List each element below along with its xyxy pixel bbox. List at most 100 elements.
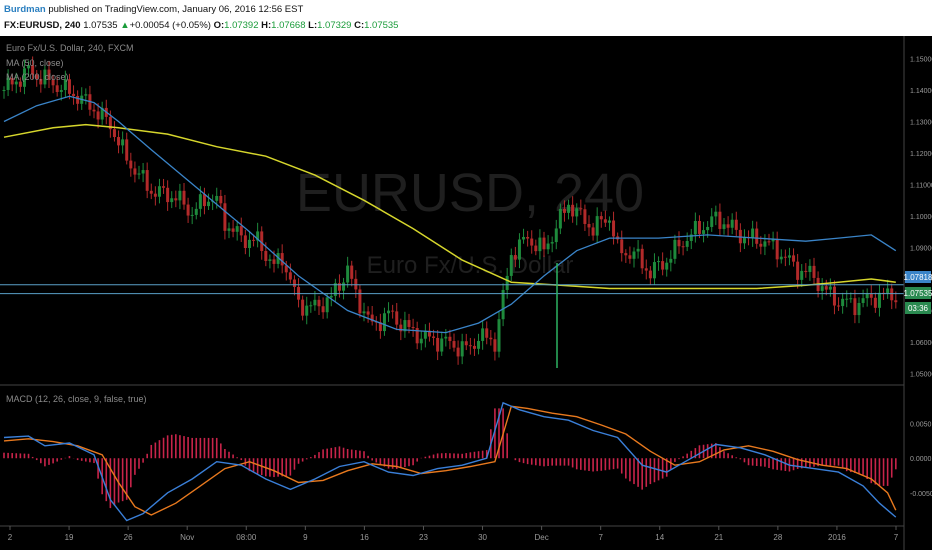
candle-body <box>59 90 63 92</box>
candle-body <box>268 259 272 261</box>
candle-body <box>76 95 80 104</box>
candle-body <box>636 248 640 252</box>
candle-body <box>362 311 366 314</box>
candle-body <box>305 305 309 316</box>
candle-body <box>55 85 59 92</box>
candle-body <box>395 311 399 325</box>
candle-body <box>767 241 771 243</box>
time-tick-label: 2016 <box>828 533 846 542</box>
candle-body <box>92 109 96 112</box>
candle-body <box>162 186 166 188</box>
candle-body <box>534 245 538 252</box>
candle-body <box>100 107 104 120</box>
candle-body <box>546 243 550 250</box>
candle-body <box>877 292 881 308</box>
candle-body <box>595 216 599 236</box>
candle-body <box>243 235 247 249</box>
high-label: H: <box>261 20 272 31</box>
price-tick-label: 1.13000 <box>910 119 932 126</box>
candle-body <box>652 262 656 279</box>
candle-body <box>337 283 341 291</box>
candle-body <box>411 326 415 329</box>
candle-body <box>264 250 268 261</box>
candle-body <box>857 302 861 316</box>
candle-body <box>722 224 726 229</box>
price-change: +0.00054 (+0.05%) <box>129 20 211 31</box>
candle-body <box>227 228 231 231</box>
candle-body <box>432 336 436 338</box>
candle-body <box>583 209 587 224</box>
candle-body <box>444 336 448 339</box>
candle-body <box>231 228 235 232</box>
candle-body <box>522 236 526 240</box>
candle-body <box>219 195 223 204</box>
time-tick-label: 21 <box>714 533 723 542</box>
time-tick-label: Dec <box>534 533 548 542</box>
time-tick-label: 9 <box>303 533 308 542</box>
candle-body <box>456 347 460 357</box>
candle-body <box>628 255 632 259</box>
candle-body <box>579 208 583 210</box>
price-label-upper: 1.07818 <box>904 273 932 282</box>
candle-body <box>166 187 170 203</box>
candle-body <box>751 228 755 239</box>
candle-body <box>153 193 157 197</box>
candle-body <box>452 341 456 348</box>
candle-body <box>505 275 509 290</box>
candle-body <box>178 190 182 201</box>
candle-body <box>346 265 350 283</box>
time-tick-label: 23 <box>419 533 428 542</box>
candle-body <box>31 65 35 75</box>
candle-body <box>448 336 452 342</box>
chart-canvas[interactable]: EURUSD, 240 Euro Fx/U.S. Dollar 1.150001… <box>0 36 932 550</box>
candle-body <box>763 241 767 247</box>
candle-body <box>481 328 485 341</box>
price-label-current: 1.07535 <box>904 289 932 298</box>
candle-body <box>820 286 824 291</box>
up-arrow-icon: ▲ <box>120 20 130 31</box>
author-link[interactable]: Burdman <box>4 4 46 15</box>
candle-body <box>603 219 607 223</box>
candle-body <box>477 340 481 349</box>
candle-body <box>771 238 775 242</box>
time-tick-label: 7 <box>598 533 603 542</box>
candle-body <box>276 253 280 264</box>
price-tick-label: 1.12000 <box>910 151 932 158</box>
last-price: 1.07535 <box>83 20 118 31</box>
candle-body <box>509 255 513 276</box>
candle-body <box>538 237 542 252</box>
candle-body <box>517 239 521 260</box>
candle-body <box>198 194 202 209</box>
candle-body <box>145 170 149 191</box>
candle-body <box>252 239 256 241</box>
price-tick-label: 1.10000 <box>910 214 932 221</box>
candle-body <box>472 345 476 349</box>
candle-body <box>894 300 898 303</box>
candle-body <box>624 253 628 256</box>
candle-body <box>239 226 243 236</box>
candle-body <box>783 256 787 258</box>
candle-body <box>223 203 227 231</box>
candle-body <box>607 220 611 223</box>
time-tick-label: 19 <box>65 533 74 542</box>
time-tick-label: 7 <box>894 533 899 542</box>
candle-body <box>800 270 804 280</box>
candle-body <box>423 330 427 339</box>
candle-body <box>436 337 440 352</box>
candle-body <box>14 81 18 85</box>
candle-body <box>497 319 501 352</box>
candle-body <box>387 310 391 314</box>
candle-body <box>620 239 624 254</box>
candle-body <box>845 298 849 300</box>
macd-histogram <box>3 408 897 509</box>
candle-body <box>657 261 661 263</box>
candle-body <box>440 338 444 352</box>
candle-body <box>849 298 853 300</box>
candle-body <box>129 160 133 169</box>
open-value: 1.07392 <box>224 20 259 31</box>
candle-body <box>370 314 374 322</box>
candle-body <box>726 224 730 228</box>
candle-body <box>804 270 808 273</box>
candle-body <box>824 286 828 290</box>
candle-body <box>808 265 812 273</box>
